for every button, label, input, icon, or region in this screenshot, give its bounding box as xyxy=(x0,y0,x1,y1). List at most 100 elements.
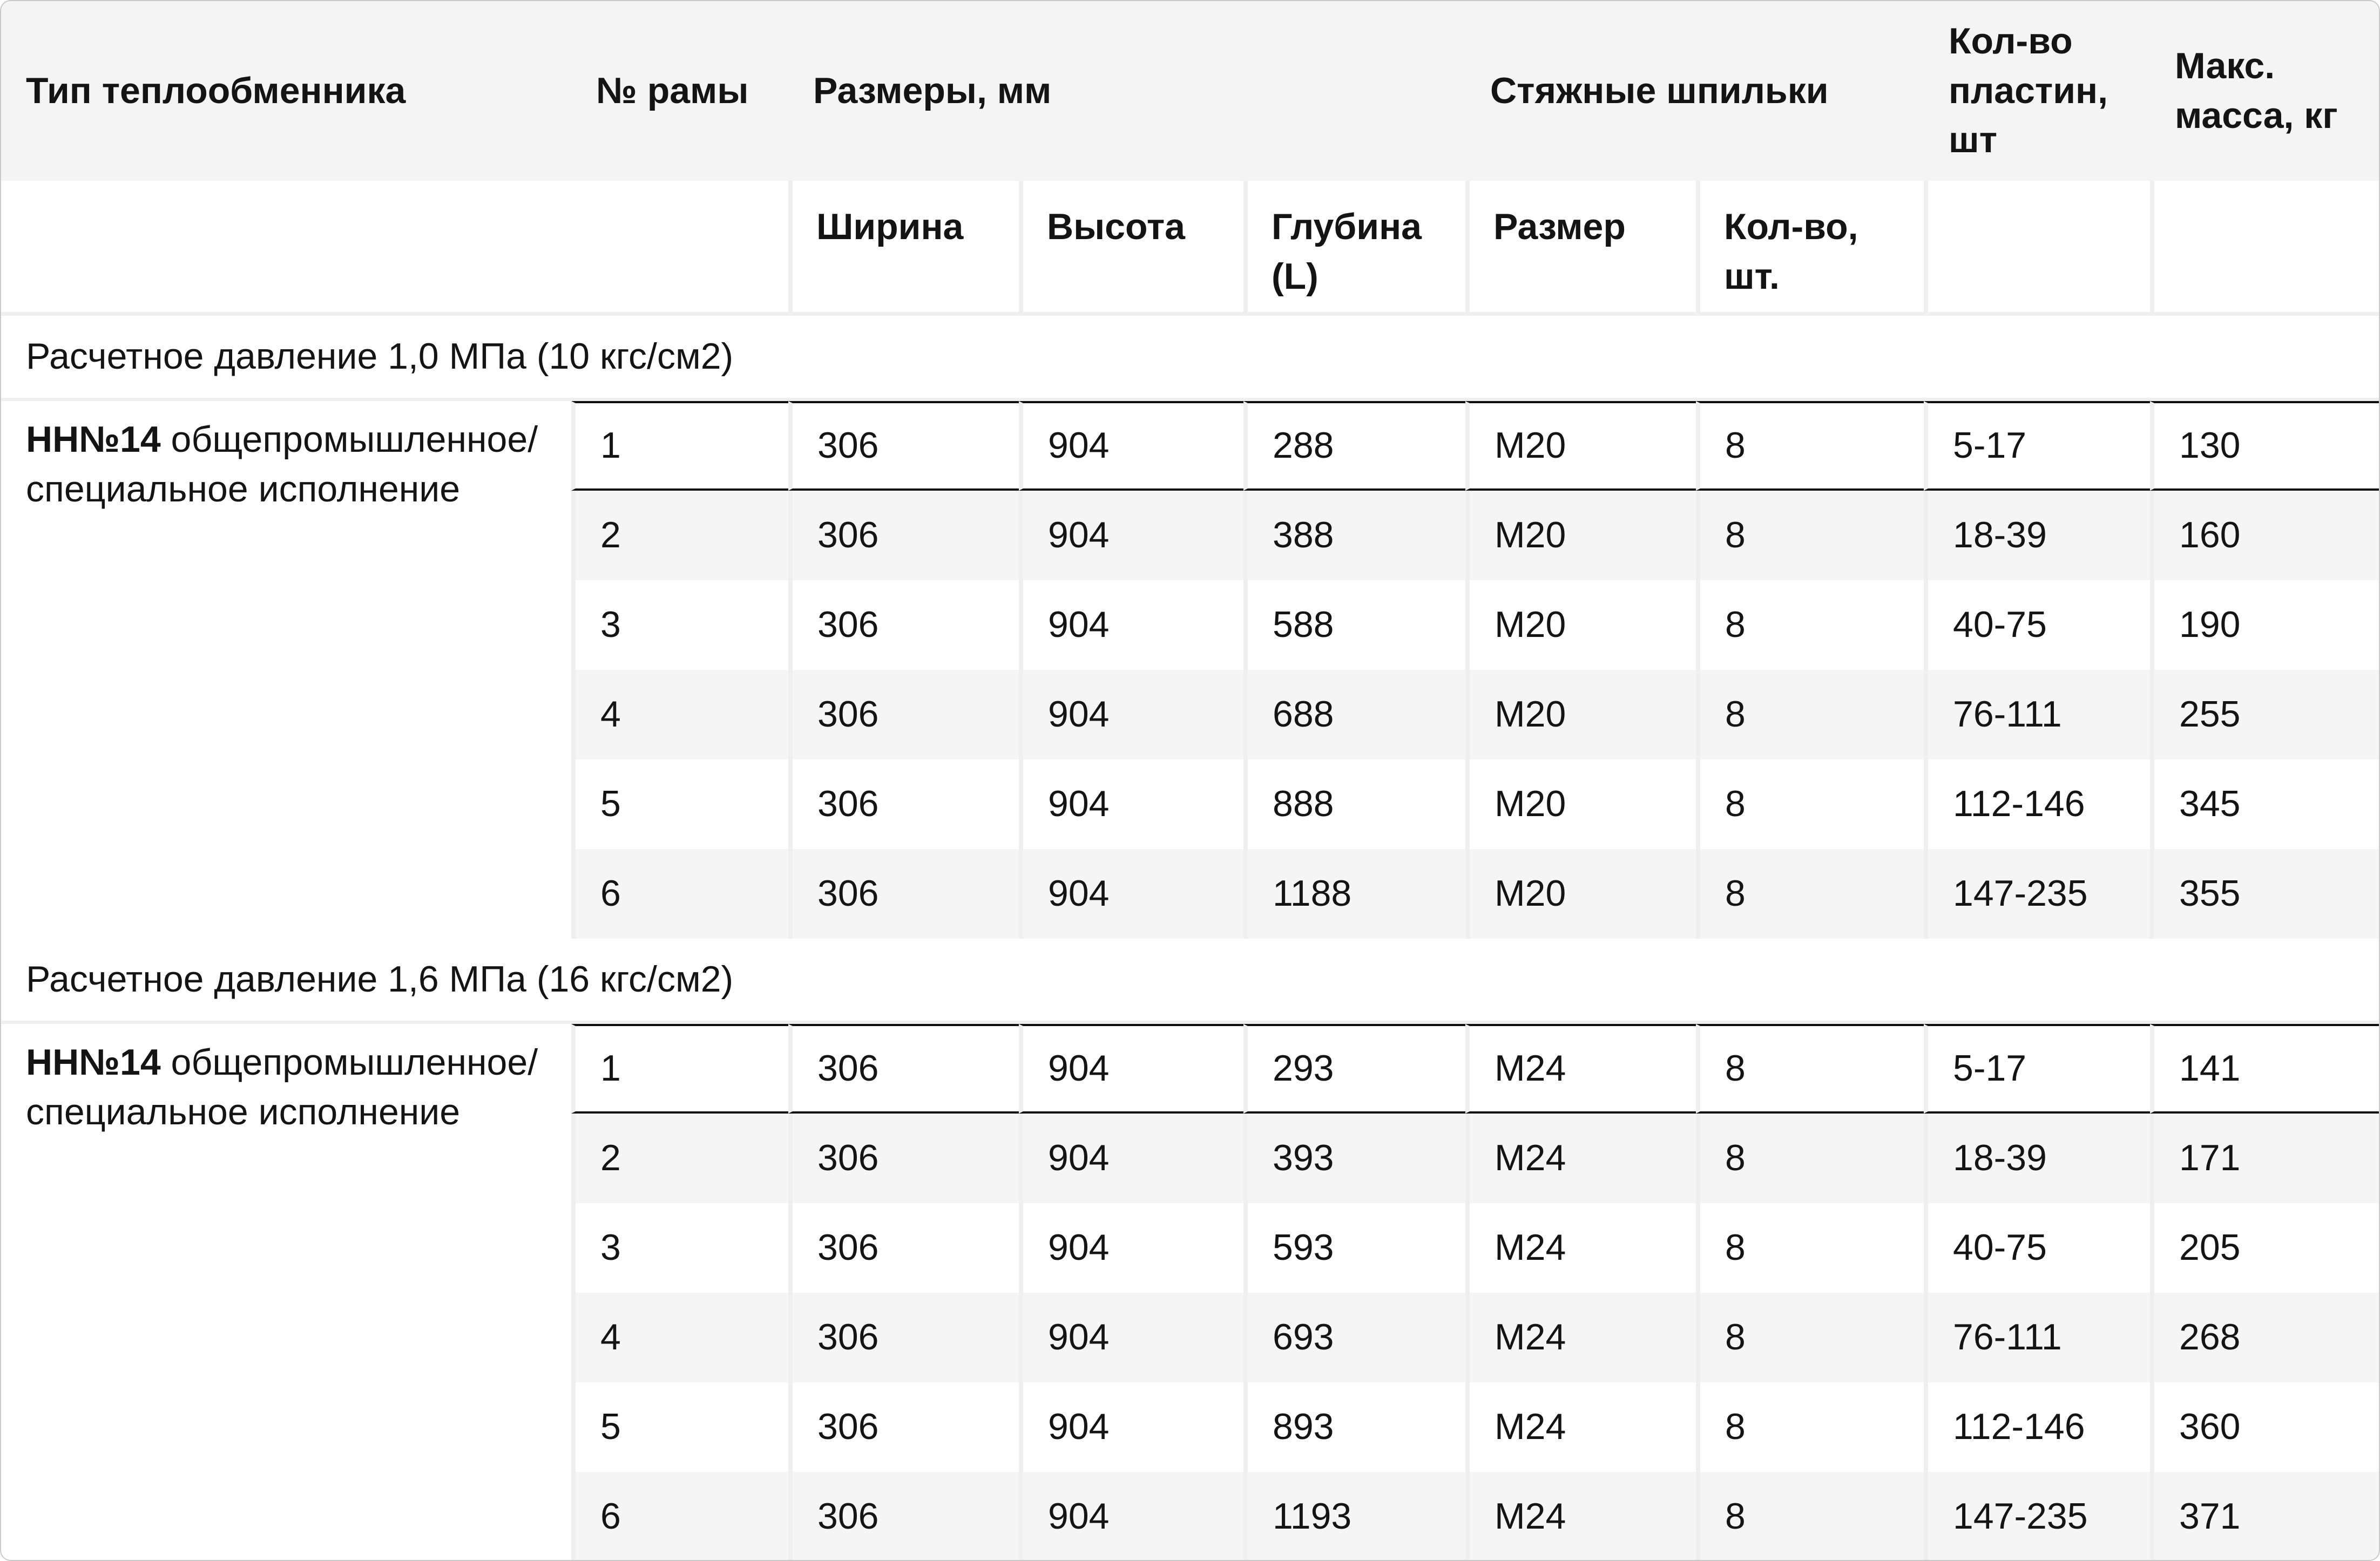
table-row: 3 306 904 588 М20 8 40-75 190 xyxy=(1,580,2379,670)
table-cell: 388 xyxy=(1243,491,1465,580)
table-cell: 306 xyxy=(788,1114,1019,1203)
table-cell: 904 xyxy=(1019,491,1243,580)
spec-table-body: Расчетное давление 1,0 МПа (10 кгс/см2) Н… xyxy=(1,316,2379,1560)
table-cell: 4 xyxy=(571,1293,788,1382)
table-row: 5 306 904 888 М20 8 112-146 345 xyxy=(1,759,2379,849)
table-row: НН№14 общепромышленное/специальное испол… xyxy=(1,1024,2379,1560)
table-cell: 40-75 xyxy=(1924,1203,2151,1293)
table-cell: М20 xyxy=(1465,670,1696,759)
table-cell: 5 xyxy=(571,759,788,849)
column-header-tie-studs: Стяжные шпильки xyxy=(1465,1,1924,181)
subheader-width: Ширина xyxy=(788,181,1019,316)
subheader-spacer xyxy=(2150,181,2379,316)
table-cell: М24 xyxy=(1465,1024,1696,1114)
table-cell: 5 xyxy=(571,1382,788,1472)
table-cell: 371 xyxy=(2150,1472,2379,1560)
subheader-height: Высота xyxy=(1019,181,1243,316)
table-cell: 1193 xyxy=(1243,1472,1465,1560)
subheader-depth: Глубина (L) xyxy=(1243,181,1465,316)
table-cell: 904 xyxy=(1019,401,1243,491)
table-cell: 306 xyxy=(788,1293,1019,1382)
table-cell: 904 xyxy=(1019,1472,1243,1560)
table-row: 2 306 904 388 М20 8 18-39 160 xyxy=(1,491,2379,580)
table-cell: М24 xyxy=(1465,1382,1696,1472)
table-cell: 1188 xyxy=(1243,849,1465,939)
table-cell: 288 xyxy=(1243,401,1465,491)
table-cell: 8 xyxy=(1696,401,1924,491)
table-cell: 8 xyxy=(1696,670,1924,759)
column-header-frame-number: № рамы xyxy=(571,1,788,181)
table-cell: 4 xyxy=(571,670,788,759)
column-header-type: Тип теплообменника xyxy=(1,1,571,181)
table-cell: 904 xyxy=(1019,1114,1243,1203)
table-cell: 5-17 xyxy=(1924,401,2151,491)
table-cell: 306 xyxy=(788,759,1019,849)
table-cell: 255 xyxy=(2150,670,2379,759)
subheader-spacer xyxy=(1924,181,2151,316)
table-cell: М24 xyxy=(1465,1293,1696,1382)
table-cell: 904 xyxy=(1019,1293,1243,1382)
table-cell: 8 xyxy=(1696,580,1924,670)
table-cell: М20 xyxy=(1465,849,1696,939)
table-row: 5 306 904 893 М24 8 112-146 360 xyxy=(1,1382,2379,1472)
table-cell: 40-75 xyxy=(1924,580,2151,670)
table-cell: 6 xyxy=(571,1472,788,1560)
section-header-row: Расчетное давление 1,0 МПа (10 кгс/см2) xyxy=(1,316,2379,401)
table-cell: 904 xyxy=(1019,1024,1243,1114)
table-cell: 130 xyxy=(2150,401,2379,491)
section-header-row: Расчетное давление 1,6 МПа (16 кгс/см2) xyxy=(1,939,2379,1024)
table-cell: 8 xyxy=(1696,1203,1924,1293)
table-cell: 141 xyxy=(2150,1024,2379,1114)
table-cell: 147-235 xyxy=(1924,849,2151,939)
table-cell: 18-39 xyxy=(1924,491,2151,580)
table-cell: М24 xyxy=(1465,1203,1696,1293)
exchanger-model-label: НН№14 xyxy=(26,419,161,460)
table-cell: М20 xyxy=(1465,580,1696,670)
table-cell: М24 xyxy=(1465,1114,1696,1203)
table-cell: 306 xyxy=(788,580,1019,670)
table-row: 4 306 904 688 М20 8 76-111 255 xyxy=(1,670,2379,759)
table-cell: 904 xyxy=(1019,670,1243,759)
column-header-dimensions: Размеры, мм xyxy=(788,1,1465,181)
table-row: 2 306 904 393 М24 8 18-39 171 xyxy=(1,1114,2379,1203)
table-row: 6 306 904 1188 М20 8 147-235 355 xyxy=(1,849,2379,939)
table-cell: 112-146 xyxy=(1924,1382,2151,1472)
table-cell: 8 xyxy=(1696,1382,1924,1472)
table-cell: 2 xyxy=(571,491,788,580)
table-row: 3 306 904 593 М24 8 40-75 205 xyxy=(1,1203,2379,1293)
table-cell: М20 xyxy=(1465,759,1696,849)
table-row: 4 306 904 693 М24 8 76-111 268 xyxy=(1,1293,2379,1382)
exchanger-type-cell: НН№14 общепромышленное/специальное испол… xyxy=(1,401,571,939)
exchanger-model-label: НН№14 xyxy=(26,1042,161,1083)
table-cell: 904 xyxy=(1019,580,1243,670)
table-cell: 8 xyxy=(1696,491,1924,580)
table-cell: 190 xyxy=(2150,580,2379,670)
table-cell: 160 xyxy=(2150,491,2379,580)
table-cell: 18-39 xyxy=(1924,1114,2151,1203)
table-cell: 306 xyxy=(788,1024,1019,1114)
table-cell: 393 xyxy=(1243,1114,1465,1203)
table-cell: 1 xyxy=(571,401,788,491)
table-cell: 76-111 xyxy=(1924,670,2151,759)
table-cell: 904 xyxy=(1019,1382,1243,1472)
table-cell: 3 xyxy=(571,580,788,670)
table-cell: 205 xyxy=(2150,1203,2379,1293)
table-cell: М24 xyxy=(1465,1472,1696,1560)
table-cell: 5-17 xyxy=(1924,1024,2151,1114)
table-cell: 2 xyxy=(571,1114,788,1203)
table-cell: 306 xyxy=(788,1472,1019,1560)
table-cell: 8 xyxy=(1696,849,1924,939)
column-header-plate-count: Кол-во пластин, шт xyxy=(1924,1,2151,181)
table-cell: 8 xyxy=(1696,1293,1924,1382)
table-cell: 8 xyxy=(1696,1024,1924,1114)
table-cell: 306 xyxy=(788,849,1019,939)
subheader-stud-qty: Кол-во, шт. xyxy=(1696,181,1924,316)
table-cell: 1 xyxy=(571,1024,788,1114)
table-cell: 8 xyxy=(1696,1472,1924,1560)
table-cell: 904 xyxy=(1019,759,1243,849)
column-header-max-mass: Макс. масса, кг xyxy=(2150,1,2379,181)
header-group-row: Тип теплообменника № рамы Размеры, мм Ст… xyxy=(1,1,2379,181)
table-cell: 293 xyxy=(1243,1024,1465,1114)
